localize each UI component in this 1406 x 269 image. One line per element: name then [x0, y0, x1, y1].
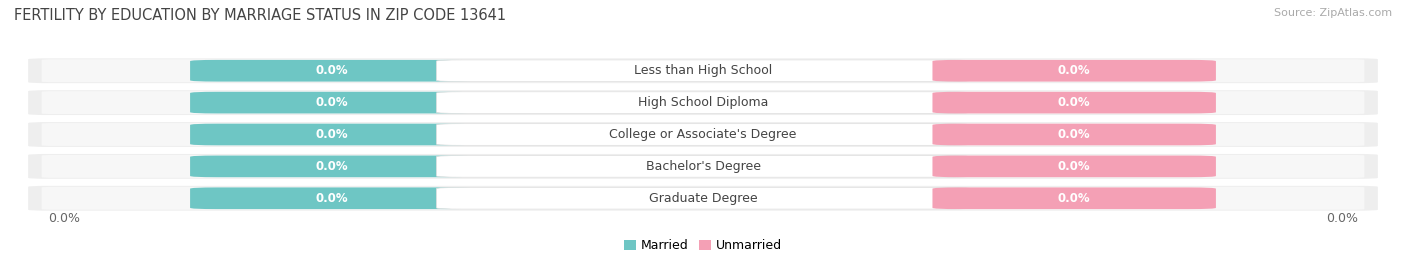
FancyBboxPatch shape — [932, 124, 1216, 145]
Text: 0.0%: 0.0% — [1326, 213, 1358, 225]
Text: 0.0%: 0.0% — [48, 213, 80, 225]
FancyBboxPatch shape — [42, 59, 1364, 82]
FancyBboxPatch shape — [190, 187, 474, 209]
FancyBboxPatch shape — [28, 154, 1378, 179]
FancyBboxPatch shape — [436, 92, 970, 114]
Text: 0.0%: 0.0% — [1057, 128, 1091, 141]
Text: College or Associate's Degree: College or Associate's Degree — [609, 128, 797, 141]
Text: 0.0%: 0.0% — [315, 64, 349, 77]
Text: 0.0%: 0.0% — [315, 128, 349, 141]
Text: 0.0%: 0.0% — [1057, 192, 1091, 205]
Text: 0.0%: 0.0% — [1057, 64, 1091, 77]
Text: Less than High School: Less than High School — [634, 64, 772, 77]
FancyBboxPatch shape — [932, 60, 1216, 82]
FancyBboxPatch shape — [436, 60, 970, 82]
Legend: Married, Unmarried: Married, Unmarried — [624, 239, 782, 252]
Text: Bachelor's Degree: Bachelor's Degree — [645, 160, 761, 173]
FancyBboxPatch shape — [28, 90, 1378, 115]
FancyBboxPatch shape — [190, 124, 474, 145]
FancyBboxPatch shape — [932, 187, 1216, 209]
Text: 0.0%: 0.0% — [315, 160, 349, 173]
FancyBboxPatch shape — [190, 155, 474, 177]
FancyBboxPatch shape — [42, 91, 1364, 114]
Text: High School Diploma: High School Diploma — [638, 96, 768, 109]
FancyBboxPatch shape — [190, 60, 474, 82]
FancyBboxPatch shape — [932, 155, 1216, 177]
FancyBboxPatch shape — [436, 187, 970, 209]
FancyBboxPatch shape — [42, 123, 1364, 146]
FancyBboxPatch shape — [436, 124, 970, 145]
Text: 0.0%: 0.0% — [1057, 160, 1091, 173]
Text: 0.0%: 0.0% — [315, 192, 349, 205]
Text: 0.0%: 0.0% — [1057, 96, 1091, 109]
FancyBboxPatch shape — [28, 122, 1378, 147]
FancyBboxPatch shape — [932, 92, 1216, 114]
FancyBboxPatch shape — [42, 187, 1364, 210]
Text: Source: ZipAtlas.com: Source: ZipAtlas.com — [1274, 8, 1392, 18]
FancyBboxPatch shape — [436, 155, 970, 177]
FancyBboxPatch shape — [28, 58, 1378, 83]
FancyBboxPatch shape — [42, 155, 1364, 178]
FancyBboxPatch shape — [28, 186, 1378, 211]
Text: Graduate Degree: Graduate Degree — [648, 192, 758, 205]
FancyBboxPatch shape — [190, 92, 474, 114]
Text: FERTILITY BY EDUCATION BY MARRIAGE STATUS IN ZIP CODE 13641: FERTILITY BY EDUCATION BY MARRIAGE STATU… — [14, 8, 506, 23]
Text: 0.0%: 0.0% — [315, 96, 349, 109]
